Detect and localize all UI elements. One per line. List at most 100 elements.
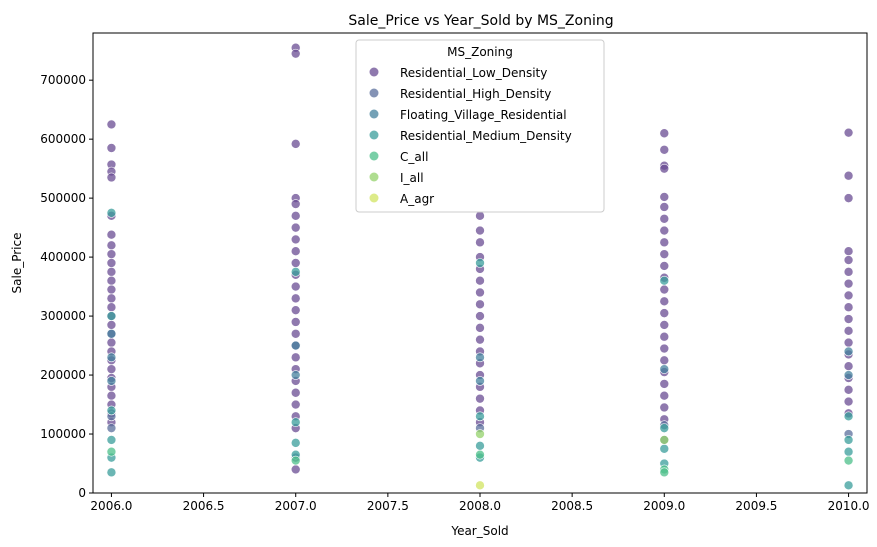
y-tick-label: 100000 bbox=[40, 427, 86, 441]
data-point bbox=[290, 258, 301, 268]
data-point bbox=[106, 229, 117, 240]
data-point bbox=[106, 143, 117, 153]
data-point bbox=[659, 249, 670, 259]
data-point bbox=[475, 352, 485, 363]
data-point bbox=[843, 446, 854, 457]
data-point bbox=[843, 326, 854, 336]
data-point bbox=[843, 361, 854, 372]
data-point bbox=[106, 240, 117, 251]
x-tick-label: 2008.0 bbox=[459, 499, 501, 513]
data-point bbox=[106, 311, 117, 321]
data-point bbox=[659, 192, 670, 202]
data-point bbox=[290, 317, 301, 327]
data-point bbox=[106, 337, 117, 348]
legend-label: Residential_Medium_Density bbox=[400, 129, 572, 143]
data-point bbox=[659, 320, 670, 330]
data-point bbox=[843, 127, 854, 138]
data-point bbox=[290, 211, 301, 221]
legend-items: Residential_Low_Density Residential_High_… bbox=[369, 66, 572, 206]
data-point bbox=[106, 119, 117, 130]
data-point bbox=[106, 352, 117, 363]
x-tick-label: 2009.5 bbox=[735, 499, 777, 513]
legend-label: Residential_Low_Density bbox=[400, 66, 547, 80]
data-point bbox=[843, 411, 854, 422]
data-point bbox=[843, 246, 854, 257]
y-tick-label: 200000 bbox=[40, 368, 86, 382]
data-point bbox=[106, 328, 117, 339]
data-point bbox=[475, 449, 485, 460]
data-point bbox=[106, 320, 117, 330]
data-point bbox=[475, 393, 485, 404]
legend-box bbox=[355, 39, 605, 213]
data-point bbox=[659, 364, 670, 374]
data-point bbox=[843, 170, 854, 181]
data-point bbox=[290, 387, 301, 398]
legend-label: A_agr bbox=[400, 192, 434, 206]
data-point bbox=[106, 423, 117, 433]
legend-marker bbox=[369, 88, 379, 98]
data-point bbox=[290, 340, 301, 351]
legend-marker bbox=[369, 151, 379, 161]
data-point bbox=[843, 278, 854, 289]
x-tick-label: 2006.5 bbox=[183, 499, 225, 513]
data-point bbox=[290, 139, 301, 149]
legend-label: Residential_High_Density bbox=[400, 87, 551, 101]
data-point bbox=[290, 48, 301, 59]
data-point bbox=[290, 352, 301, 363]
data-point bbox=[843, 255, 854, 265]
data-point bbox=[106, 364, 117, 374]
data-point bbox=[290, 199, 301, 209]
data-point bbox=[475, 287, 485, 298]
data-point bbox=[290, 267, 301, 277]
data-point bbox=[106, 267, 117, 277]
data-point bbox=[475, 211, 485, 221]
x-tick-label: 2006.0 bbox=[90, 499, 132, 513]
data-point bbox=[659, 128, 670, 139]
data-point bbox=[290, 281, 301, 292]
y-axis-ticks: 0 100000 200000 300000 400000 500000 600000 700… bbox=[40, 73, 93, 500]
legend-label: C_all bbox=[400, 150, 428, 164]
data-point bbox=[106, 376, 117, 386]
data-point bbox=[106, 302, 117, 313]
data-point bbox=[475, 480, 485, 491]
data-point bbox=[290, 328, 301, 339]
data-point bbox=[106, 172, 117, 183]
data-point bbox=[106, 446, 117, 457]
data-point bbox=[659, 237, 670, 248]
data-point bbox=[659, 435, 670, 445]
x-tick-label: 2010.0 bbox=[828, 499, 870, 513]
data-point bbox=[290, 370, 301, 380]
data-point bbox=[659, 202, 670, 212]
data-point bbox=[659, 225, 670, 236]
data-point bbox=[106, 405, 117, 416]
data-point bbox=[659, 402, 670, 413]
data-point bbox=[475, 376, 485, 386]
x-tick-label: 2009.0 bbox=[643, 499, 685, 513]
data-point bbox=[106, 284, 117, 295]
data-points bbox=[106, 42, 854, 491]
data-point bbox=[290, 305, 301, 315]
x-axis-ticks: 2006.0 2006.5 2007.0 2007.5 2008.0 2008.5 2009… bbox=[90, 493, 870, 513]
data-point bbox=[659, 443, 670, 454]
data-point bbox=[659, 163, 670, 174]
data-point bbox=[475, 311, 485, 321]
data-point bbox=[843, 290, 854, 301]
legend-marker bbox=[369, 130, 379, 140]
data-point bbox=[290, 455, 301, 466]
data-point bbox=[843, 337, 854, 348]
data-point bbox=[106, 258, 117, 268]
data-point bbox=[290, 246, 301, 257]
y-tick-label: 400000 bbox=[40, 250, 86, 264]
y-tick-label: 700000 bbox=[40, 73, 86, 87]
data-point bbox=[659, 390, 670, 401]
legend-marker bbox=[369, 193, 379, 203]
data-point bbox=[475, 258, 485, 268]
y-tick-label: 600000 bbox=[40, 132, 86, 146]
data-point bbox=[106, 435, 117, 445]
data-point bbox=[659, 261, 670, 271]
data-point bbox=[475, 299, 485, 310]
data-point bbox=[106, 275, 117, 286]
data-point bbox=[290, 293, 301, 304]
data-point bbox=[290, 417, 301, 428]
legend: MS_Zoning Residential_Low_DensityResiden… bbox=[355, 39, 605, 213]
